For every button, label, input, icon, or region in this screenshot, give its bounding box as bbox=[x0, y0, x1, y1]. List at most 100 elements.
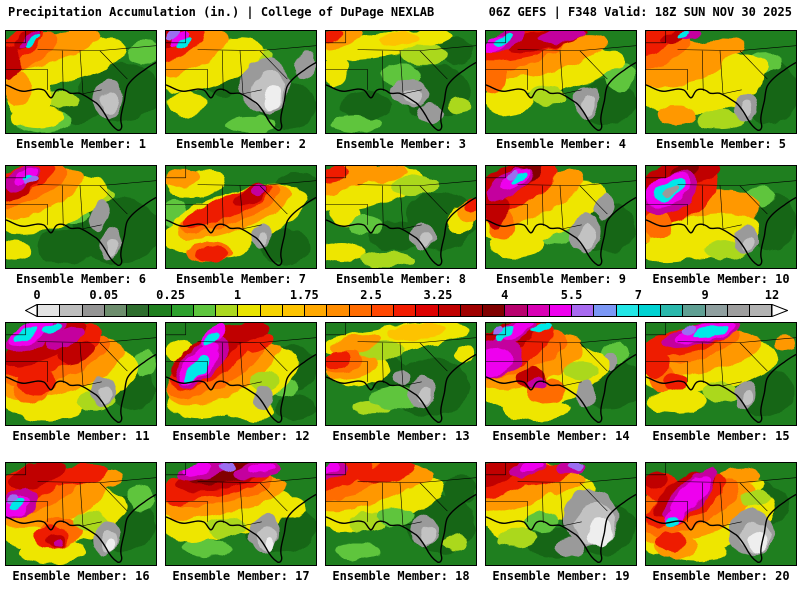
ensemble-map-1[interactable] bbox=[5, 30, 157, 134]
state-border bbox=[221, 50, 224, 91]
ensemble-member-label: Ensemble Member: 6 bbox=[15, 272, 147, 286]
ensemble-map-12[interactable] bbox=[165, 322, 317, 426]
state-border bbox=[562, 224, 582, 230]
colorbar-segment bbox=[327, 305, 350, 316]
state-border bbox=[739, 50, 768, 80]
ensemble-map-9[interactable] bbox=[485, 165, 637, 269]
state-border bbox=[419, 482, 448, 512]
ensemble-map-10[interactable] bbox=[645, 165, 797, 269]
state-border bbox=[242, 521, 262, 527]
ensemble-tile-7: Ensemble Member: 7 bbox=[165, 165, 317, 286]
ensemble-map-14[interactable] bbox=[485, 322, 637, 426]
state-border bbox=[541, 482, 544, 523]
coastline bbox=[6, 196, 156, 266]
state-border bbox=[739, 342, 768, 372]
state-border bbox=[677, 341, 740, 343]
state-border bbox=[739, 185, 768, 215]
ensemble-map-6[interactable] bbox=[5, 165, 157, 269]
ensemble-map-17[interactable] bbox=[165, 462, 317, 566]
colorbar-bar bbox=[25, 304, 788, 317]
state-border bbox=[197, 481, 260, 483]
colorbar-segment bbox=[638, 305, 661, 316]
ensemble-map-3[interactable] bbox=[325, 30, 477, 134]
colorbar-segment bbox=[171, 305, 194, 316]
state-border bbox=[99, 342, 128, 372]
state-border bbox=[579, 482, 608, 512]
state-border bbox=[82, 521, 102, 527]
colorbar-tick-label: 0 bbox=[33, 288, 41, 302]
ensemble-map-2[interactable] bbox=[165, 30, 317, 134]
coastline bbox=[486, 61, 636, 131]
state-border bbox=[562, 381, 582, 387]
state-border bbox=[677, 184, 740, 186]
state-border bbox=[221, 342, 224, 383]
state-border bbox=[197, 341, 260, 343]
ensemble-map-5[interactable] bbox=[645, 30, 797, 134]
ensemble-map-16[interactable] bbox=[5, 462, 157, 566]
state-border bbox=[722, 89, 742, 95]
state-border bbox=[221, 482, 224, 523]
header: Precipitation Accumulation (in.) | Colle… bbox=[8, 5, 792, 19]
coastline bbox=[486, 196, 636, 266]
state-border bbox=[701, 50, 704, 91]
ensemble-member-label: Ensemble Member: 7 bbox=[175, 272, 307, 286]
coastline bbox=[166, 196, 316, 266]
ensemble-tile-12: Ensemble Member: 12 bbox=[165, 322, 317, 443]
ensemble-row-4: Ensemble Member: 16 Ensemble Member: 17 En… bbox=[5, 462, 797, 583]
state-border bbox=[541, 185, 544, 226]
ensemble-tile-16: Ensemble Member: 16 bbox=[5, 462, 157, 583]
ensemble-map-15[interactable] bbox=[645, 322, 797, 426]
state-border bbox=[517, 341, 580, 343]
state-border bbox=[739, 180, 796, 186]
ensemble-map-8[interactable] bbox=[325, 165, 477, 269]
colorbar-segment bbox=[394, 305, 417, 316]
colorbar-segment bbox=[149, 305, 172, 316]
colorbar-tick-label: 0.05 bbox=[89, 288, 119, 302]
coastline bbox=[646, 493, 796, 563]
state-border bbox=[239, 185, 244, 229]
state-border bbox=[99, 185, 128, 215]
state-border bbox=[701, 482, 704, 523]
ensemble-map-20[interactable] bbox=[645, 462, 797, 566]
state-border bbox=[719, 50, 724, 94]
coastline bbox=[6, 353, 156, 423]
state-border bbox=[719, 185, 724, 229]
ensemble-member-label: Ensemble Member: 17 bbox=[172, 569, 310, 583]
state-border bbox=[259, 185, 288, 215]
ensemble-map-19[interactable] bbox=[485, 462, 637, 566]
state-border bbox=[61, 482, 64, 523]
ensemble-map-4[interactable] bbox=[485, 30, 637, 134]
coastline bbox=[326, 196, 476, 266]
ensemble-map-11[interactable] bbox=[5, 322, 157, 426]
coastline bbox=[326, 493, 476, 563]
ensemble-row-3: Ensemble Member: 11 Ensemble Member: 12 En… bbox=[5, 322, 797, 443]
coastline bbox=[326, 61, 476, 131]
ensemble-tile-10: Ensemble Member: 10 bbox=[645, 165, 797, 286]
ensemble-tile-4: Ensemble Member: 4 bbox=[485, 30, 637, 151]
state-border bbox=[722, 381, 742, 387]
precip-colorbar: 0 0.05 0.25 1 1.75 2.5 3.25 4 5.5 7 9 12 bbox=[25, 288, 788, 320]
state-border bbox=[419, 180, 476, 186]
ensemble-member-label: Ensemble Member: 18 bbox=[332, 569, 470, 583]
state-border bbox=[221, 185, 224, 226]
state-border bbox=[579, 50, 608, 80]
ensemble-map-13[interactable] bbox=[325, 322, 477, 426]
state-border bbox=[259, 45, 316, 51]
state-border bbox=[562, 521, 582, 527]
ensemble-tile-15: Ensemble Member: 15 bbox=[645, 322, 797, 443]
state-border bbox=[722, 521, 742, 527]
ensemble-tile-19: Ensemble Member: 19 bbox=[485, 462, 637, 583]
colorbar-segments bbox=[37, 304, 772, 317]
ensemble-map-7[interactable] bbox=[165, 165, 317, 269]
ensemble-member-label: Ensemble Member: 14 bbox=[492, 429, 630, 443]
state-border bbox=[79, 482, 84, 526]
state-border bbox=[517, 184, 580, 186]
coastline bbox=[6, 493, 156, 563]
ensemble-map-18[interactable] bbox=[325, 462, 477, 566]
ensemble-member-label: Ensemble Member: 10 bbox=[652, 272, 790, 286]
state-border bbox=[259, 482, 288, 512]
state-border bbox=[259, 180, 316, 186]
colorbar-tick-label: 5.5 bbox=[560, 288, 583, 302]
colorbar-segment bbox=[127, 305, 150, 316]
colorbar-segment bbox=[104, 305, 127, 316]
